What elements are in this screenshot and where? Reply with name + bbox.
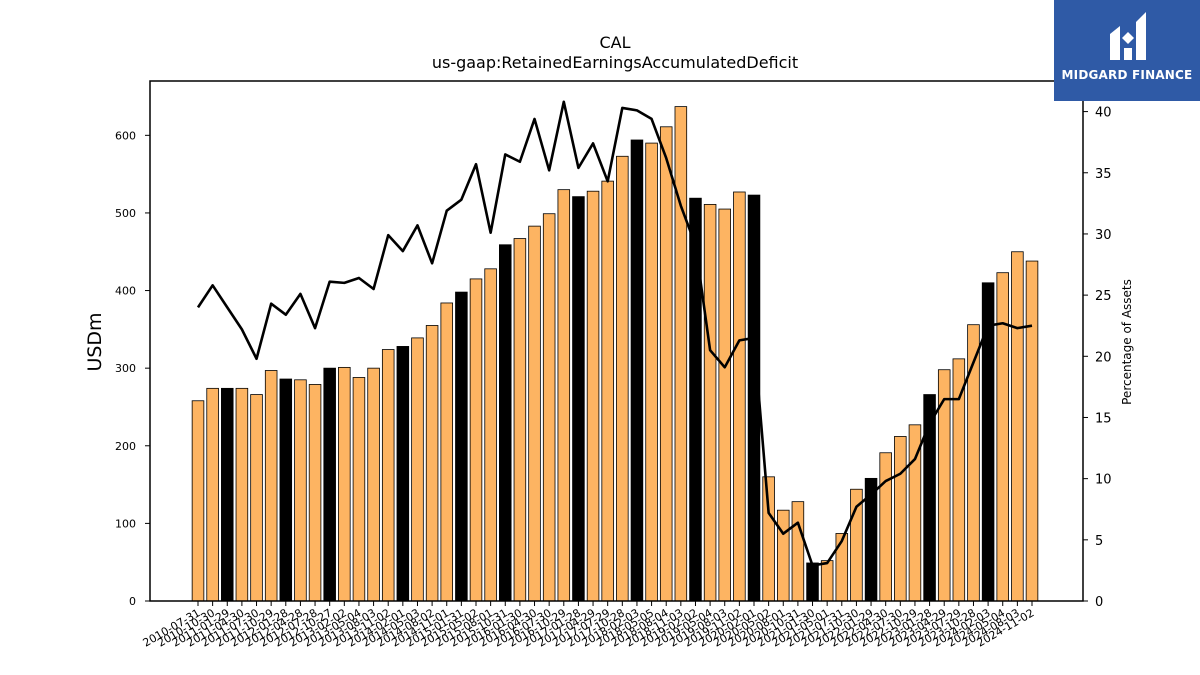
- bar: [425, 325, 439, 602]
- y2-axis-label: Percentage of Assets: [1120, 279, 1134, 405]
- bar: [513, 238, 527, 602]
- bar: [294, 379, 307, 602]
- chart-title: CAL: [599, 33, 630, 52]
- bar: [338, 366, 351, 602]
- y-tick-label: 600: [115, 129, 136, 142]
- bar: [191, 400, 205, 602]
- y-axis-label: USDm: [84, 312, 106, 371]
- y-tick-label: 0: [129, 595, 136, 608]
- bar: [996, 272, 1009, 602]
- bar: [733, 191, 746, 602]
- bar: [440, 302, 453, 602]
- bar: [542, 213, 556, 602]
- bar: [1011, 251, 1024, 602]
- bar: [981, 282, 995, 602]
- bar: [411, 337, 424, 602]
- bar: [703, 203, 717, 602]
- axes-layer: 010020030040050060005101520253035402010-…: [115, 80, 1112, 650]
- y2-tick-label: 25: [1095, 289, 1112, 304]
- bar: [352, 377, 366, 602]
- bar: [455, 291, 468, 602]
- bar: [586, 190, 600, 602]
- bar: [323, 367, 336, 602]
- plot-frame: [149, 80, 1084, 602]
- bar: [835, 533, 849, 602]
- bar: [206, 387, 219, 602]
- bar: [659, 126, 673, 602]
- bar: [601, 180, 614, 602]
- bar: [952, 358, 966, 602]
- y2-tick-label: 40: [1095, 106, 1112, 121]
- bar: [777, 509, 790, 602]
- y2-tick-label: 0: [1095, 595, 1103, 610]
- bar: [616, 155, 629, 602]
- bar: [250, 394, 263, 602]
- bar: [879, 452, 892, 602]
- bar: [762, 476, 775, 602]
- y-tick-label: 300: [115, 362, 136, 375]
- y2-tick-label: 5: [1095, 534, 1103, 549]
- bar: [894, 436, 907, 602]
- y2-tick-label: 35: [1095, 167, 1112, 182]
- bar: [235, 387, 249, 602]
- bar: [381, 349, 395, 602]
- y-tick-label: 100: [115, 517, 136, 530]
- logo-badge: MIDGARD FINANCE: [1054, 0, 1200, 101]
- chart-subtitle: us-gaap:RetainedEarningsAccumulatedDefic…: [432, 53, 798, 72]
- y-tick-label: 400: [115, 285, 136, 298]
- percentage-line-layer: [196, 100, 1033, 567]
- bar: [1025, 260, 1039, 602]
- bar: [967, 324, 980, 602]
- bar: [264, 370, 278, 602]
- bar: [396, 346, 410, 602]
- bar: [806, 562, 819, 602]
- y-tick-label: 200: [115, 440, 136, 453]
- midgard-logo-mark-icon: [1110, 12, 1146, 60]
- bar: [674, 106, 688, 602]
- y2-tick-label: 30: [1095, 228, 1112, 243]
- y-tick-label: 500: [115, 207, 136, 220]
- y2-tick-label: 15: [1095, 411, 1112, 426]
- percentage-line: [196, 100, 1033, 567]
- bar: [557, 189, 571, 602]
- bar: [572, 196, 585, 602]
- bar: [528, 225, 541, 602]
- bar: [308, 384, 322, 602]
- bar: [484, 268, 497, 602]
- bar: [689, 197, 702, 602]
- y2-tick-label: 20: [1095, 350, 1112, 365]
- bar: [791, 501, 805, 602]
- bar: [279, 378, 293, 602]
- y2-tick-label: 10: [1095, 473, 1112, 488]
- bar: [630, 139, 644, 602]
- bar: [499, 244, 512, 602]
- bar: [221, 387, 234, 602]
- bar: [820, 560, 834, 602]
- bar: [469, 278, 483, 602]
- bar: [718, 208, 731, 602]
- logo-text: MIDGARD FINANCE: [1061, 68, 1193, 82]
- bar: [645, 142, 658, 602]
- bar: [367, 367, 380, 602]
- bars-layer: [191, 106, 1039, 602]
